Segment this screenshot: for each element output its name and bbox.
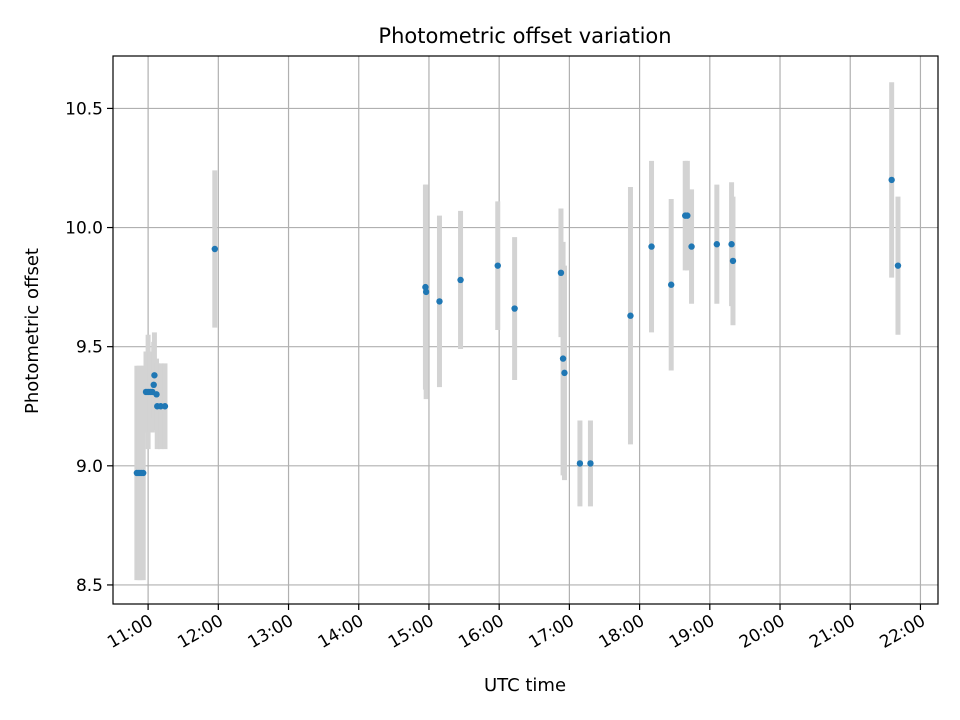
y-axis-title: Photometric offset (22, 248, 43, 414)
data-point (688, 243, 695, 250)
data-point (422, 288, 430, 296)
data-point (211, 245, 219, 253)
data-point (139, 469, 147, 477)
data-point (494, 262, 501, 269)
x-axis-title: UTC time (484, 675, 566, 696)
y-tick-label: 10.0 (65, 219, 103, 239)
data-point (713, 241, 721, 248)
data-point (627, 312, 634, 319)
data-point (151, 372, 158, 379)
data-point (153, 391, 160, 398)
data-point (576, 460, 584, 467)
plot-frame (112, 55, 939, 605)
y-tick-label: 8.5 (76, 576, 103, 596)
data-point (559, 355, 567, 362)
data-point (161, 403, 169, 410)
y-axis-ticks: 8.5 9.0 9.5 10.0 10.5 (65, 99, 113, 596)
data-point (511, 305, 518, 312)
chart-title: Photometric offset variation (378, 24, 671, 48)
data-point (728, 241, 735, 248)
data-point (150, 381, 157, 388)
data-point (436, 298, 443, 305)
data-point (557, 269, 565, 277)
data-point (587, 460, 594, 467)
data-point (888, 176, 895, 184)
data-point (457, 276, 464, 284)
data-point (729, 257, 737, 265)
y-tick-label: 9.5 (76, 338, 103, 358)
data-point (422, 283, 429, 291)
grid-lines (113, 56, 938, 604)
y-tick-label: 10.5 (65, 99, 103, 119)
data-point (648, 243, 655, 250)
data-point (667, 281, 675, 288)
data-point (684, 212, 691, 219)
data-points (133, 176, 902, 477)
data-point (894, 262, 902, 269)
y-tick-label: 9.0 (76, 457, 103, 477)
data-point (561, 369, 568, 377)
